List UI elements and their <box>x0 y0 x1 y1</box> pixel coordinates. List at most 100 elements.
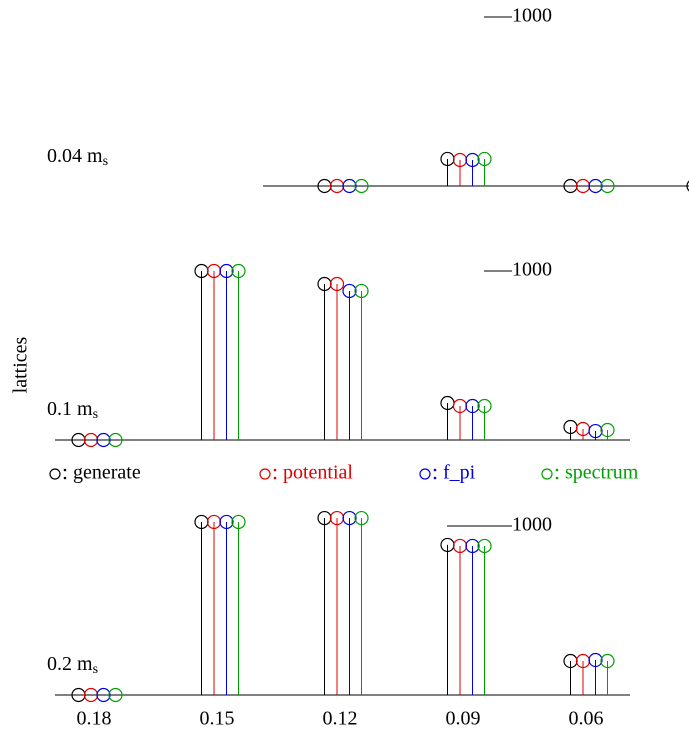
stem <box>219 263 234 440</box>
legend-marker <box>419 468 431 480</box>
stem-marker <box>231 263 246 279</box>
legend-marker <box>49 468 61 480</box>
stem <box>575 421 591 440</box>
legend-marker <box>259 468 271 480</box>
stem-marker <box>96 687 111 703</box>
stem <box>452 152 468 186</box>
stem <box>477 538 492 695</box>
stem-marker <box>477 151 492 167</box>
stem-marker <box>600 178 615 194</box>
stem-marker <box>600 422 615 438</box>
stem <box>452 538 468 695</box>
stem <box>329 276 345 440</box>
row-label: 0.1 ms <box>47 398 98 423</box>
legend-label: potential <box>283 462 353 484</box>
stem <box>563 419 578 440</box>
stem-marker <box>465 398 480 414</box>
stem-marker <box>477 398 492 414</box>
stem <box>452 398 468 440</box>
x-tick-label: 0.09 <box>446 708 481 730</box>
stem <box>342 283 357 440</box>
stem <box>686 180 689 192</box>
stem <box>588 423 603 440</box>
x-tick-label: 0.06 <box>569 708 604 730</box>
stem-marker <box>588 423 603 439</box>
row-label-text: 0.04 m <box>47 145 103 167</box>
stem <box>465 398 480 440</box>
y-axis-label: lattices <box>10 336 32 393</box>
stem-marker <box>354 283 369 299</box>
stem <box>600 653 615 695</box>
stem <box>563 653 578 695</box>
stem <box>317 276 332 440</box>
stem <box>329 510 345 695</box>
row-label-text: 0.2 m <box>47 653 93 675</box>
stem <box>588 652 603 695</box>
stem-marker <box>477 538 492 554</box>
stem-marker <box>465 152 480 168</box>
stem <box>342 178 357 194</box>
row-label-sub: s <box>103 154 108 169</box>
stem <box>600 422 615 440</box>
stem-marker <box>108 687 123 703</box>
stem <box>477 398 492 440</box>
stem <box>342 510 357 695</box>
stem-marker <box>219 514 234 530</box>
stem-marker <box>342 178 357 194</box>
stem <box>465 152 480 186</box>
legend-colon <box>63 468 67 472</box>
stem-marker <box>219 263 234 279</box>
legend-colon <box>273 476 277 480</box>
stem <box>108 687 123 703</box>
stem <box>354 178 369 194</box>
stem <box>440 395 455 440</box>
stem <box>219 514 234 695</box>
stem <box>465 538 480 695</box>
legend-colon <box>433 476 437 480</box>
stem <box>440 537 455 695</box>
stem-marker <box>465 538 480 554</box>
stem <box>440 151 455 186</box>
stem-marker <box>329 276 345 292</box>
legend-colon <box>555 476 559 480</box>
legend-label: spectrum <box>565 462 639 484</box>
legend-marker <box>541 468 553 480</box>
stem-marker <box>354 178 369 194</box>
stem-marker <box>96 432 111 448</box>
legend-colon <box>555 468 559 472</box>
x-tick-label: 0.15 <box>200 708 235 730</box>
stem-marker <box>588 178 603 194</box>
stem-marker <box>354 510 369 526</box>
stem <box>477 151 492 186</box>
x-tick-label: 0.18 <box>77 708 112 730</box>
stem-marker <box>342 510 357 526</box>
scale-bar-label: 1000 <box>512 259 552 281</box>
stem <box>231 263 246 440</box>
stem-marker <box>231 514 246 530</box>
stem <box>96 432 111 448</box>
scale-bar-label: 1000 <box>512 5 552 27</box>
stem <box>206 514 222 695</box>
legend-colon <box>63 476 67 480</box>
legend-label: f_pi <box>443 462 476 484</box>
legend-colon <box>433 468 437 472</box>
row-label: 0.2 ms <box>47 653 98 678</box>
stem <box>231 514 246 695</box>
stem <box>194 514 209 695</box>
stem <box>96 687 111 703</box>
stem <box>108 432 123 448</box>
stem-marker <box>686 180 689 192</box>
stem <box>600 178 615 194</box>
row-label-sub: s <box>93 407 98 422</box>
stem <box>354 283 369 440</box>
stem-marker <box>342 283 357 299</box>
stem <box>194 263 209 440</box>
legend-colon <box>273 468 277 472</box>
row-label-sub: s <box>93 662 98 677</box>
x-tick-label: 0.12 <box>323 708 358 730</box>
scale-bar-label: 1000 <box>512 514 552 536</box>
legend-label: generate <box>73 462 141 484</box>
stem <box>206 263 222 440</box>
stem <box>354 510 369 695</box>
